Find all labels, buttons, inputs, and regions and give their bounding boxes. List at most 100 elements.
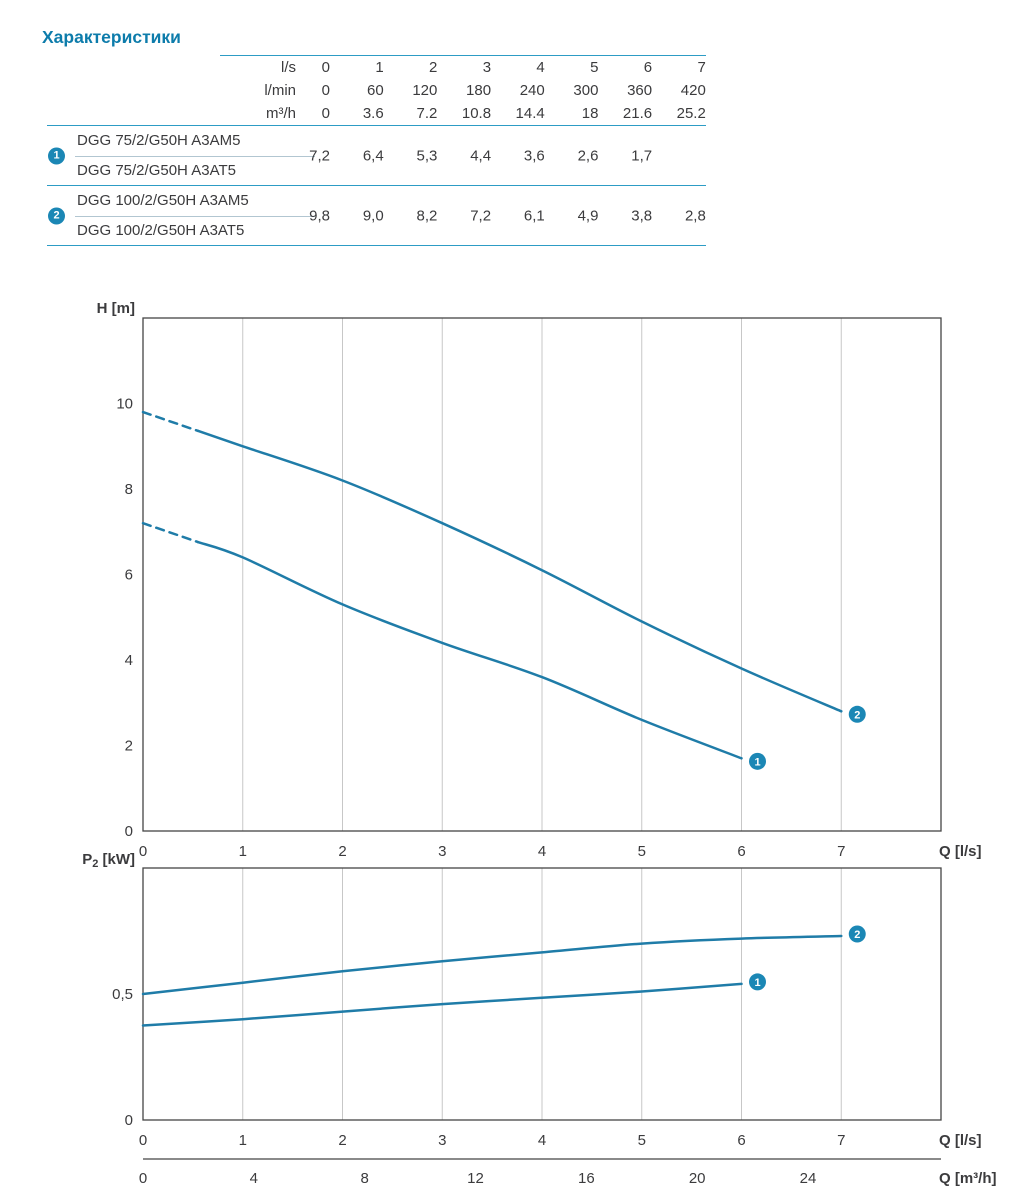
curve-marker-label: 2 [854,929,860,941]
unit-value: 25.2 [676,105,706,122]
plot-frame [142,867,942,1121]
curve-1 [196,540,743,760]
unit-row-ls: l/s 0 1 2 3 4 5 6 7 [220,56,706,79]
x-axis-title: Q [l/s] [939,843,982,860]
model-names: DGG 75/2/G50H A3AM5 DGG 75/2/G50H A3AT5 [47,126,706,185]
model-values-2: 9,8 9,0 8,2 7,2 6,1 4,9 3,8 2,8 [220,207,706,224]
x-tick-label: 0 [139,1132,147,1149]
spacer-cell [220,207,296,224]
unit-value: 60 [367,82,384,99]
model-name: DGG 75/2/G50H A3AT5 [77,161,236,179]
x2-tick-label: 0 [139,1170,147,1187]
unit-value: 240 [519,82,545,99]
x-tick-label: 7 [837,1132,845,1149]
unit-label: l/s [281,59,296,76]
unit-value: 3 [482,59,492,76]
curve-marker-2 [848,705,866,723]
curve-2 [141,934,843,996]
x-tick-label: 1 [239,1132,247,1149]
unit-value: 5 [590,59,599,76]
y-axis-title: H [m] [97,300,135,317]
x-tick-label: 6 [737,1132,745,1149]
x2-tick-label: 16 [578,1170,595,1187]
x2-tick-label: 12 [467,1170,484,1187]
page-title: Характеристики [42,27,181,47]
head-value: 3,6 [523,147,545,164]
unit-value: 0 [321,59,330,76]
head-value: 7,2 [470,207,492,224]
curve-2-dashed-start [141,410,200,433]
x2-tick-label: 8 [360,1170,368,1187]
x2-tick-label: 24 [800,1170,817,1187]
model-badge-2: 2 [48,207,65,224]
x-tick-label: 3 [438,843,446,860]
unit-value: 300 [573,82,599,99]
unit-value: 18 [581,105,599,122]
curve-1 [141,982,743,1027]
plot-frame [142,317,942,832]
x-tick-label: 5 [638,843,646,860]
curve-marker-1 [749,752,766,770]
unit-value: 6 [643,59,653,76]
model-names: DGG 100/2/G50H A3AM5 DGG 100/2/G50H A3AT… [47,186,706,245]
y-tick-label: 10 [116,396,133,413]
model-name: DGG 100/2/G50H A3AT5 [77,221,245,239]
head-value: 5,3 [416,147,438,164]
unit-value: 360 [627,82,653,99]
unit-value: 4 [536,59,545,76]
head-value: 8,2 [416,207,438,224]
curve-marker-label: 1 [754,977,760,989]
model-badge-1: 1 [48,147,65,164]
y-tick-label: 8 [125,481,133,498]
x-tick-label: 1 [239,843,247,860]
y-tick-label: 6 [125,567,133,584]
x-tick-label: 7 [837,843,845,860]
unit-row-lmin: l/min 0 60 120 180 240 300 360 420 [220,79,706,102]
x-tick-label: 3 [438,1132,446,1149]
unit-value: 10.8 [461,105,492,122]
unit-value: 180 [466,82,492,99]
y-tick-label: 4 [125,652,133,669]
y-tick-label: 0,5 [112,986,133,1003]
head-value: 1,7 [631,147,653,164]
x2-tick-label: 20 [689,1170,706,1187]
spacer-cell [220,147,296,164]
unit-value: 0 [321,105,330,122]
x-tick-label: 6 [737,843,745,860]
unit-label: m³/h [266,105,296,122]
y-tick-label: 2 [125,738,133,755]
x-tick-label: 4 [538,1132,546,1149]
model-name-divider [75,215,315,217]
x-tick-label: 0 [139,843,147,860]
curve-marker-label: 1 [754,756,760,768]
y-axis-title: P2 [kW] [82,851,135,870]
model-values-1: 7,2 6,4 5,3 4,4 3,6 2,6 1,7 [220,147,706,164]
unit-value: 420 [680,82,706,99]
x-axis-title: Q [l/s] [939,1132,982,1149]
head-value: 9,0 [362,207,384,224]
head-value: 4,9 [577,207,599,224]
unit-value: 120 [412,82,438,99]
head-value: 7,2 [309,147,330,164]
y-tick-label: 0 [125,1112,133,1129]
head-value: 4,4 [470,147,492,164]
spec-table: l/s 0 1 2 3 4 5 6 7 l/min 0 60 120 180 2… [47,55,706,246]
unit-value: 14.4 [515,105,545,122]
head-value: 6,4 [362,147,384,164]
model-name-divider [75,155,315,157]
unit-value: 21.6 [622,105,653,122]
head-value [652,147,706,164]
model-block-1: 1 DGG 75/2/G50H A3AM5 DGG 75/2/G50H A3AT… [47,126,706,186]
curve-1-dashed-start [141,521,200,544]
head-value: 6,1 [523,207,545,224]
model-name: DGG 75/2/G50H A3AM5 [77,132,241,149]
curve-marker-label: 2 [854,709,860,721]
unit-value: 2 [429,59,438,76]
unit-value: 7 [697,59,706,76]
curve-marker-1 [749,973,766,991]
curve-marker-2 [848,925,866,943]
x-tick-label: 2 [338,843,346,860]
unit-header-inner: l/s 0 1 2 3 4 5 6 7 l/min 0 60 120 180 2… [220,55,706,125]
model-name: DGG 100/2/G50H A3AM5 [77,192,249,209]
